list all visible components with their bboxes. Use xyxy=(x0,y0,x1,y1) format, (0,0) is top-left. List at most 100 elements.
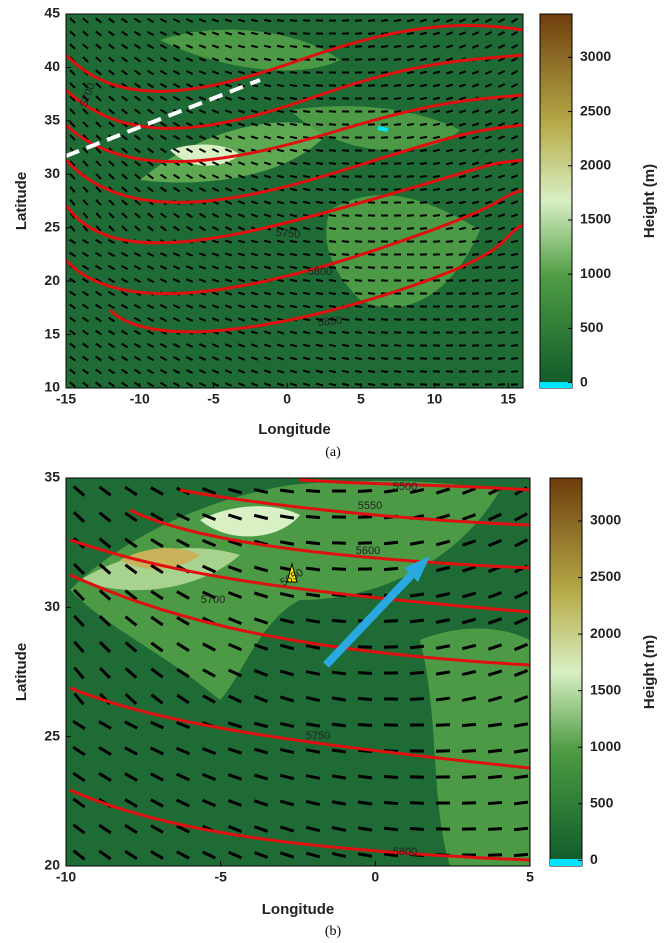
wind-arrow xyxy=(445,31,454,36)
wind-arrow xyxy=(406,175,415,178)
wind-arrow xyxy=(513,616,529,626)
wind-arrow xyxy=(108,381,115,388)
wind-arrow xyxy=(302,317,311,322)
wind-arrow xyxy=(95,199,102,206)
wind-arrow xyxy=(227,773,243,781)
wind-arrow xyxy=(276,70,285,75)
wind-arrow xyxy=(160,121,167,128)
wind-arrow xyxy=(253,643,269,651)
wind-arrow xyxy=(173,186,180,193)
wind-arrow xyxy=(432,70,441,75)
wind-arrow xyxy=(121,56,128,63)
wind-arrow xyxy=(409,697,425,701)
y-tick-label: 20 xyxy=(44,272,60,288)
wind-arrow xyxy=(120,290,129,297)
wind-arrow xyxy=(471,122,480,127)
wind-arrow xyxy=(134,160,141,167)
wind-arrow xyxy=(484,187,493,192)
wind-arrow xyxy=(263,304,272,309)
wind-arrow xyxy=(341,175,350,178)
wind-arrow xyxy=(224,265,233,270)
wind-arrow xyxy=(95,368,102,375)
wind-arrow xyxy=(393,57,402,62)
wind-arrow xyxy=(302,291,311,296)
wind-arrow xyxy=(484,83,493,88)
wind-arrow xyxy=(95,329,102,336)
wind-arrow xyxy=(510,239,519,244)
wind-arrow xyxy=(393,110,402,113)
wind-arrow xyxy=(354,318,363,321)
wind-arrow xyxy=(445,96,454,101)
wind-arrow xyxy=(224,122,233,127)
wind-arrow xyxy=(253,617,269,625)
wind-arrow xyxy=(224,161,233,166)
wind-arrow xyxy=(435,723,451,727)
wind-arrow xyxy=(419,96,428,101)
wind-arrow xyxy=(134,225,141,232)
wind-arrow xyxy=(250,122,259,127)
wind-arrow xyxy=(250,239,259,244)
wind-arrow xyxy=(198,160,207,167)
wind-arrow xyxy=(279,773,295,781)
wind-arrow xyxy=(331,826,347,832)
wind-arrow xyxy=(107,277,116,284)
wind-arrow xyxy=(250,369,259,374)
wind-arrow xyxy=(121,355,128,362)
wind-arrow xyxy=(69,186,76,193)
wind-arrow xyxy=(69,238,76,245)
wind-arrow xyxy=(406,57,415,62)
wind-arrow xyxy=(461,748,477,754)
wind-arrow xyxy=(95,134,102,141)
wind-arrow xyxy=(185,31,194,36)
wind-arrow xyxy=(513,642,529,652)
wind-arrow xyxy=(253,773,269,781)
wind-arrow xyxy=(224,278,233,283)
wind-arrow xyxy=(69,368,76,375)
wind-arrow xyxy=(393,44,402,49)
wind-arrow xyxy=(497,279,506,282)
wind-arrow xyxy=(354,305,363,308)
wind-arrow xyxy=(237,330,246,335)
wind-arrow xyxy=(198,278,207,283)
wind-arrow xyxy=(69,316,76,323)
wind-arrow xyxy=(82,342,89,349)
wind-arrow xyxy=(510,56,519,63)
wind-arrow xyxy=(250,265,259,270)
wind-arrow xyxy=(380,357,389,360)
wind-arrow xyxy=(172,317,181,322)
wind-arrow xyxy=(497,357,506,360)
contour-label: 5600 xyxy=(356,545,380,557)
wind-arrow xyxy=(108,329,115,336)
wind-arrow xyxy=(94,264,103,271)
wind-arrow xyxy=(341,266,350,269)
wind-arrow xyxy=(380,318,389,321)
wind-arrow xyxy=(124,615,138,627)
wind-arrow xyxy=(150,641,164,653)
wind-arrow xyxy=(211,265,220,270)
wind-arrow xyxy=(279,825,295,833)
wind-arrow xyxy=(367,318,376,321)
wind-arrow xyxy=(198,135,207,140)
wind-arrow xyxy=(224,304,233,309)
wind-arrow xyxy=(82,264,89,271)
wind-arrow xyxy=(341,292,350,295)
wind-arrow xyxy=(276,213,285,218)
wind-arrow xyxy=(159,381,168,388)
wind-arrow xyxy=(357,800,373,806)
wind-arrow xyxy=(367,331,376,334)
wind-arrow xyxy=(484,318,493,321)
wind-arrow xyxy=(315,304,324,309)
wind-arrow xyxy=(445,70,454,75)
wind-arrow xyxy=(497,174,506,179)
wind-arrow xyxy=(302,382,311,387)
wind-arrow xyxy=(211,187,220,192)
wind-arrow xyxy=(69,43,76,50)
wind-arrow xyxy=(393,344,402,347)
wind-arrow xyxy=(134,134,141,141)
wind-arrow xyxy=(276,356,285,361)
wind-arrow xyxy=(69,95,76,102)
wind-arrow xyxy=(289,226,298,231)
x-tick-label: -10 xyxy=(130,391,150,407)
wind-arrow xyxy=(150,772,164,782)
wind-arrow xyxy=(202,590,216,600)
